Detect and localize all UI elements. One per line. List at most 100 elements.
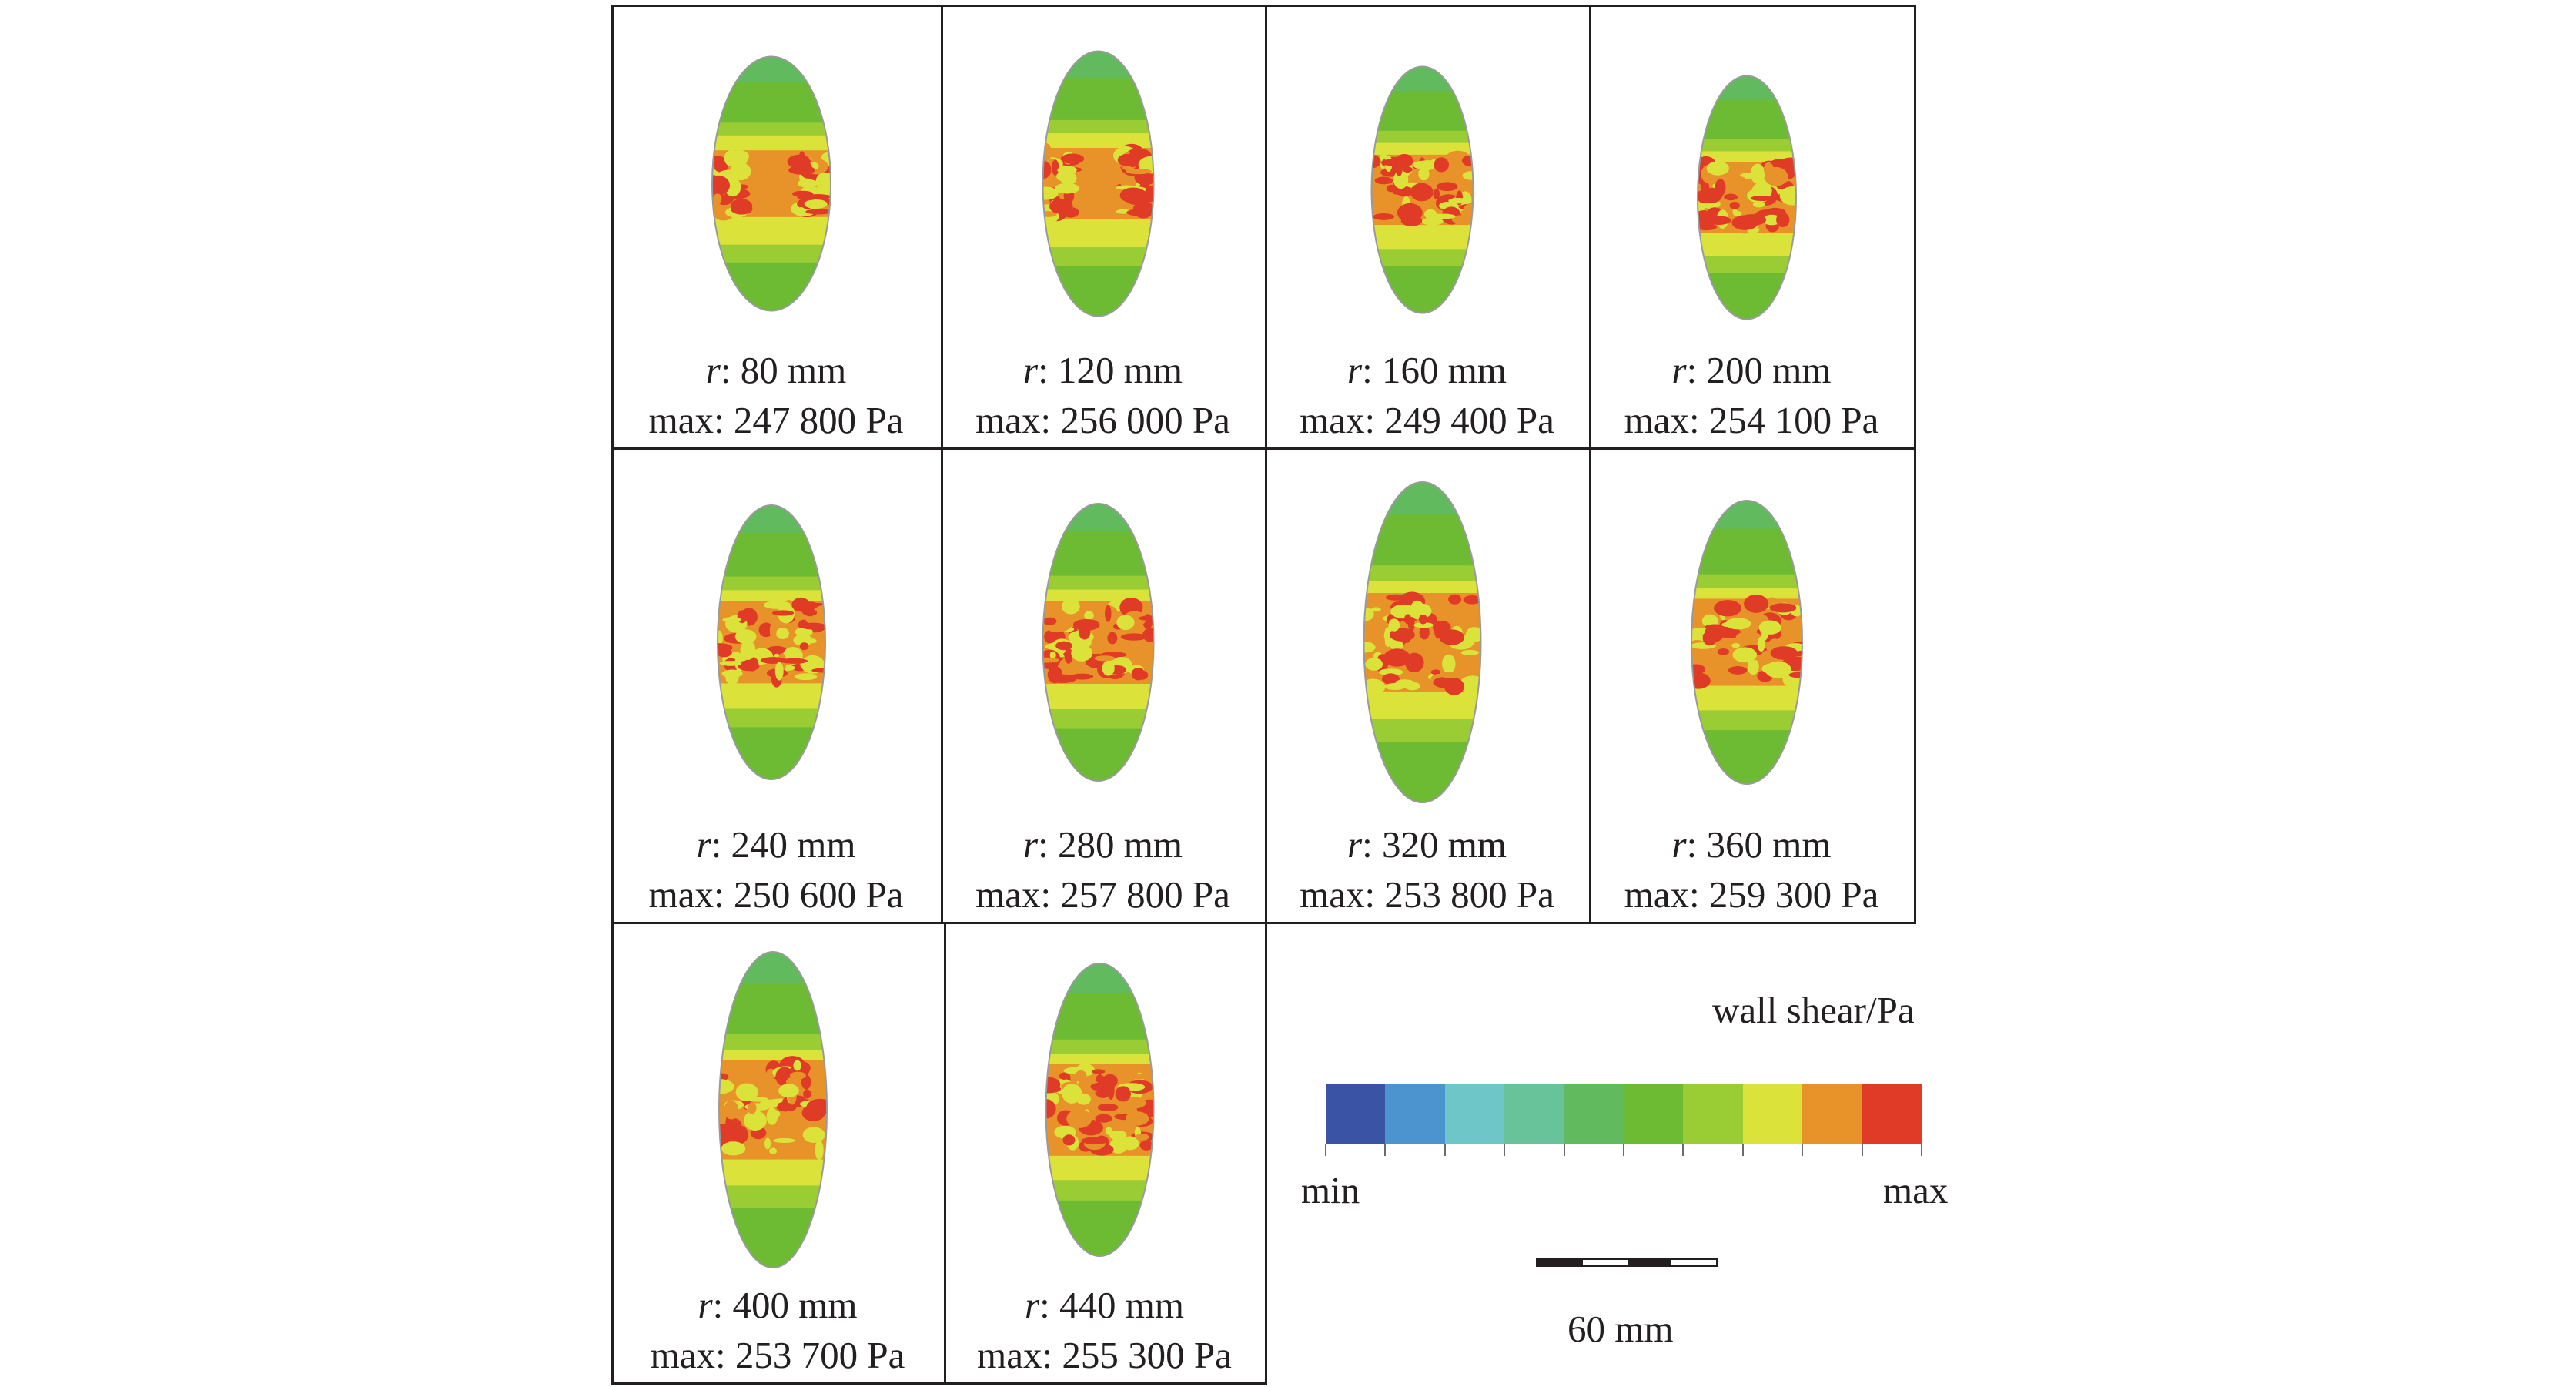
contour-patch: [766, 1107, 778, 1125]
contour-patch: [1071, 645, 1093, 662]
contour-patch: [1135, 1133, 1149, 1141]
contour-patch: [1760, 621, 1769, 641]
colorbar-tick: [1563, 1144, 1565, 1156]
contour-patch: [1451, 215, 1467, 224]
contour-band: [1363, 703, 1481, 720]
max-shear-label: max: 254 100 Pa: [1624, 399, 1879, 441]
max-shear-label: max: 259 300 Pa: [1624, 873, 1879, 916]
contour-patch: [1396, 159, 1403, 176]
colorbar-tick: [1384, 1144, 1387, 1156]
contour-patch: [1462, 171, 1474, 180]
contour-patch: [1382, 673, 1400, 685]
radius-symbol: r: [1671, 823, 1687, 866]
contour-patch: [1430, 669, 1441, 675]
colorbar-segment: [1742, 1084, 1804, 1144]
contour-band: [719, 1185, 827, 1209]
contour-patch: [1706, 161, 1729, 176]
contour-patch: [773, 1137, 796, 1144]
contour-patch: [788, 166, 815, 175]
contour-patch: [1363, 642, 1376, 653]
colorbar-tick: [1802, 1144, 1804, 1156]
contour-patch: [1095, 1114, 1112, 1123]
colorbar-segment: [1683, 1084, 1744, 1144]
legend-max-label: max: [1883, 1169, 1949, 1211]
contour-patch: [1383, 648, 1411, 667]
contour-patch: [1363, 678, 1386, 695]
contour-band: [1042, 575, 1154, 591]
radius-symbol: r: [696, 823, 711, 866]
contour-patch: [1410, 600, 1425, 620]
contour-patch: [1393, 170, 1409, 189]
colorbar-segment: [1564, 1084, 1624, 1144]
contour-patch: [1724, 193, 1738, 201]
contour-outline: [1042, 503, 1155, 782]
contour-patch: [1373, 213, 1394, 220]
contour-patch: [1402, 166, 1413, 173]
contour-patch: [1434, 642, 1444, 658]
contour-patch: [1131, 1074, 1147, 1080]
contour-patch: [760, 657, 786, 664]
contour-patch: [1076, 1079, 1101, 1094]
colorbar-segment: [1624, 1084, 1684, 1144]
contour-patch: [771, 610, 795, 616]
contour-patch: [1757, 636, 1765, 652]
contour-patch: [1717, 648, 1730, 655]
contour-patch: [1383, 627, 1393, 648]
contour-patch: [1764, 166, 1788, 186]
contour-band: [1363, 482, 1481, 515]
contour-patch: [1436, 182, 1458, 192]
contour-patch: [804, 194, 831, 199]
colorbar-segment: [1504, 1084, 1565, 1144]
contour-patch: [1714, 600, 1742, 617]
contour-patch: [1377, 193, 1403, 203]
colorbar-tick: [1861, 1144, 1863, 1156]
radius-value: : 400 mm: [712, 1284, 858, 1326]
contour-patch: [748, 1102, 757, 1114]
contour-band: [1691, 755, 1802, 784]
contour-patch: [1400, 215, 1423, 226]
contour-patch: [1052, 159, 1059, 176]
contour-patch: [1371, 154, 1381, 169]
contour-band: [712, 244, 831, 263]
contour-patch: [801, 1074, 811, 1090]
contour-patch: [768, 1147, 778, 1154]
contour-patch: [1761, 663, 1786, 675]
contour-patch: [1138, 615, 1154, 621]
contour-patch: [781, 658, 808, 664]
max-shear-label: max: 253 800 Pa: [1300, 873, 1554, 916]
contour-patch: [815, 1140, 824, 1161]
grid-line: [611, 447, 1916, 450]
colorbar-tick: [1682, 1144, 1684, 1156]
contour-patch: [1055, 641, 1072, 651]
contour-band: [718, 694, 825, 709]
contour-patch: [775, 628, 789, 640]
contour-outline: [717, 504, 826, 780]
contour-band: [1042, 119, 1154, 135]
contour-patch: [740, 640, 756, 660]
contour-patch: [1121, 1136, 1139, 1151]
contour-patch: [1107, 632, 1118, 645]
radius-value: : 80 mm: [720, 349, 847, 391]
contour-patch: [1055, 183, 1080, 194]
grid-line: [611, 922, 1916, 924]
grid-line: [611, 1382, 1267, 1385]
contour-outline: [1697, 75, 1797, 320]
wall-shear-contour: [1691, 500, 1803, 785]
contour-patch: [1718, 176, 1746, 183]
contour-panel: r: 200 mm max: 254 100 Pa: [1589, 5, 1914, 447]
radius-label: r: 320 mm: [1265, 826, 1589, 863]
contour-patch: [1735, 203, 1756, 213]
contour-patch: [1373, 634, 1386, 649]
radius-symbol: r: [705, 349, 721, 391]
colorbar-segment: [1326, 1084, 1387, 1144]
colorbar-segment: [1444, 1084, 1506, 1144]
scale-bar-graphic: [1536, 1258, 1718, 1267]
contour-patch: [1744, 594, 1769, 613]
contour-patch: [713, 193, 722, 205]
radius-label: r: 400 mm: [611, 1286, 944, 1324]
max-shear-label: max: 253 700 Pa: [650, 1334, 905, 1376]
contour-patch: [1395, 679, 1415, 687]
wall-shear-contour: [1697, 75, 1797, 320]
contour-patch: [1729, 202, 1740, 209]
contour-outline: [1370, 65, 1474, 314]
